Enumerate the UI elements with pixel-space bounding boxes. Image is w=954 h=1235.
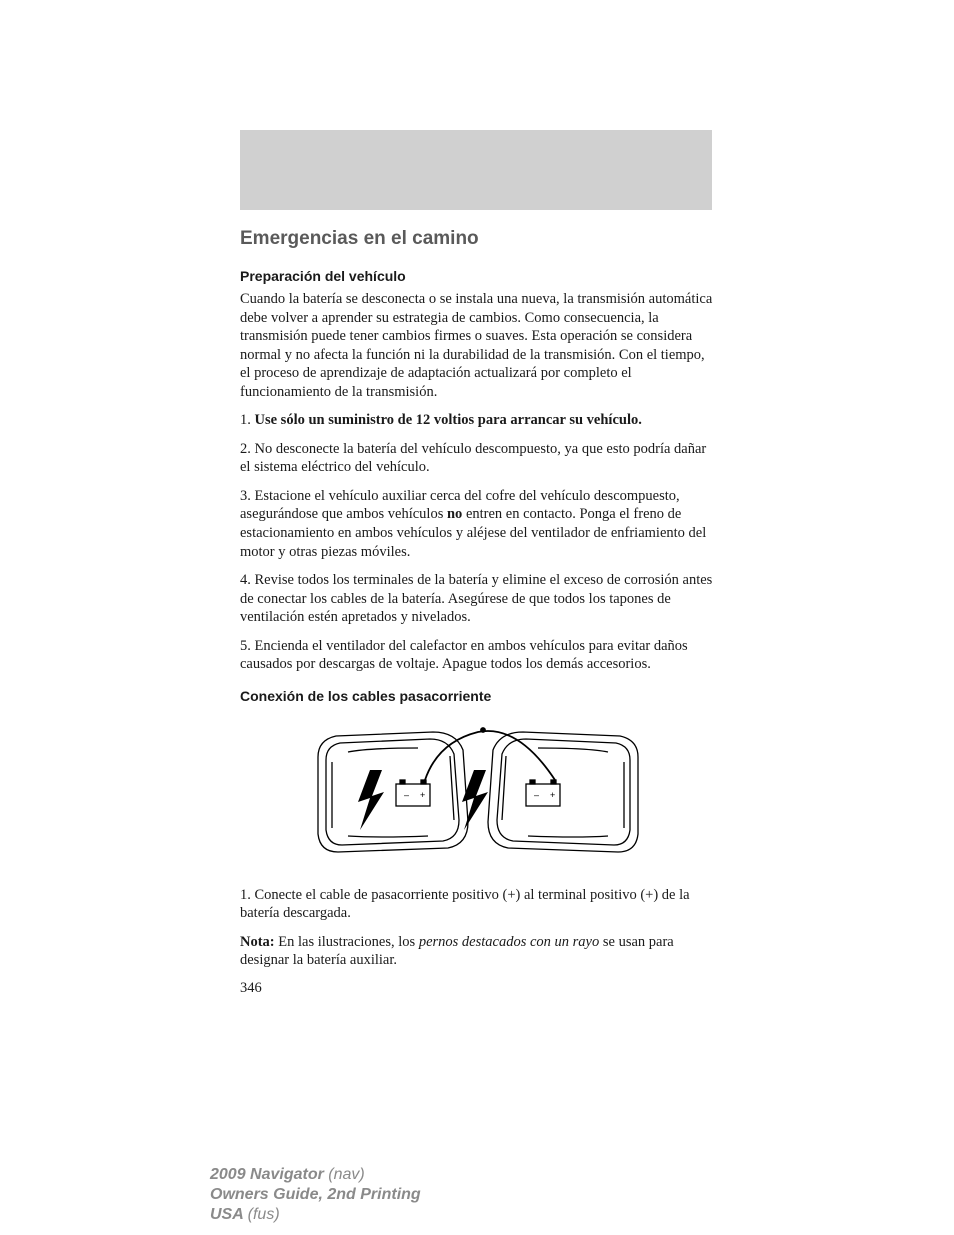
right-battery-neg: – (534, 790, 539, 800)
section2-note: Nota: En las ilustraciones, los pernos d… (240, 933, 715, 970)
lightning-bolt-left (358, 770, 384, 830)
item1-prefix: 1. (240, 412, 255, 428)
footer-l1-italic: (nav) (328, 1166, 364, 1183)
footer-line-2: Owners Guide, 2nd Printing (210, 1185, 421, 1205)
left-battery-neg: – (404, 790, 409, 800)
list-item-3: 3. Estacione el vehículo auxiliar cerca … (240, 487, 715, 561)
section2-p1: 1. Conecte el cable de pasacorriente pos… (240, 886, 715, 923)
footer-l3-italic: (fus) (248, 1206, 280, 1223)
footer-l1-bold: 2009 Navigator (210, 1166, 328, 1183)
right-vehicle-hood (488, 732, 638, 852)
lightning-bolt-right (462, 770, 488, 830)
footer-line-1: 2009 Navigator (nav) (210, 1165, 421, 1185)
page-content: Emergencias en el camino Preparación del… (240, 228, 715, 997)
illustration-container: – + – + (240, 712, 715, 872)
gray-header-block (240, 130, 712, 210)
item1-bold: Use sólo un suministro de 12 voltios par… (255, 412, 642, 428)
footer-l2-bold: Owners Guide, 2nd Printing (210, 1186, 421, 1203)
list-item-4: 4. Revise todos los terminales de la bat… (240, 571, 715, 627)
note-a: En las ilustraciones, los (275, 934, 419, 950)
right-battery-pos: + (550, 790, 555, 800)
left-battery-pos: + (420, 790, 425, 800)
item3-bold: no (447, 506, 462, 522)
jumper-cable (425, 728, 555, 780)
chapter-title: Emergencias en el camino (240, 228, 715, 250)
page-number: 346 (240, 980, 715, 997)
footer-l3-bold: USA (210, 1206, 248, 1223)
note-italic: pernos destacados con un rayo (419, 934, 599, 950)
list-item-2: 2. No desconecte la batería del vehículo… (240, 440, 715, 477)
footer-line-3: USA (fus) (210, 1205, 421, 1225)
list-item-5: 5. Encienda el ventilador del calefactor… (240, 637, 715, 674)
list-item-1: 1. Use sólo un suministro de 12 voltios … (240, 411, 715, 430)
section-title-conexion: Conexión de los cables pasacorriente (240, 688, 715, 704)
intro-paragraph: Cuando la batería se desconecta o se ins… (240, 290, 715, 401)
jumper-cables-diagram: – + – + (308, 712, 648, 872)
section-title-preparacion: Preparación del vehículo (240, 268, 715, 284)
left-vehicle-hood (318, 732, 468, 852)
footer: 2009 Navigator (nav) Owners Guide, 2nd P… (210, 1165, 421, 1225)
note-label: Nota: (240, 934, 275, 950)
